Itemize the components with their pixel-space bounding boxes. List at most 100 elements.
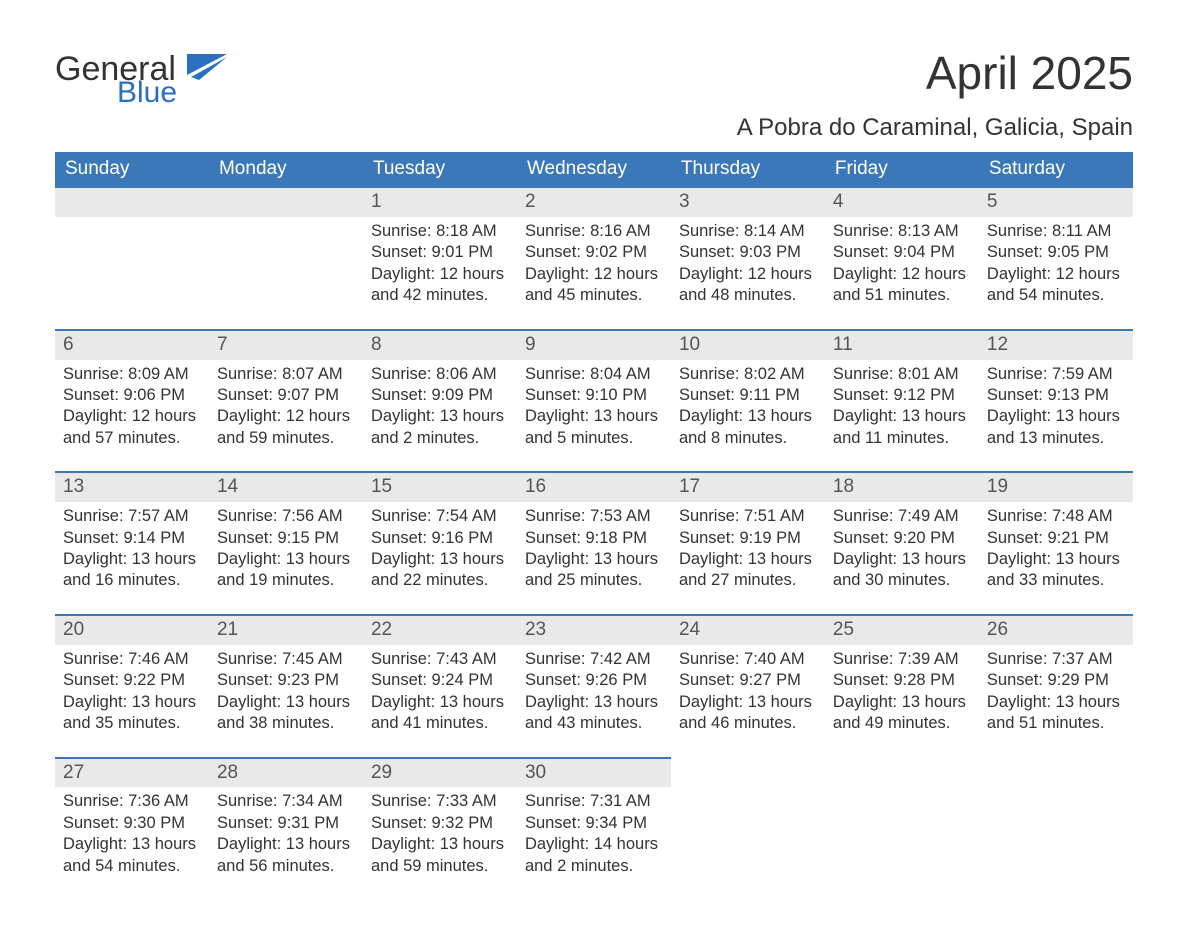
day-number: 20: [55, 616, 209, 645]
sunset-line: Sunset: 9:18 PM: [525, 528, 663, 549]
daylight-line1: Daylight: 13 hours: [987, 692, 1125, 713]
sunrise-line: Sunrise: 7:49 AM: [833, 506, 971, 527]
day-number: 26: [979, 616, 1133, 645]
day-cell: 24: [671, 615, 825, 645]
daylight-line1: Daylight: 13 hours: [679, 549, 817, 570]
day-details: [825, 787, 979, 881]
sunset-line: Sunset: 9:27 PM: [679, 670, 817, 691]
day-details: Sunrise: 7:33 AMSunset: 9:32 PMDaylight:…: [363, 787, 517, 899]
daylight-line1: Daylight: 13 hours: [525, 406, 663, 427]
sunset-line: Sunset: 9:03 PM: [679, 242, 817, 263]
day-details: Sunrise: 8:18 AMSunset: 9:01 PMDaylight:…: [363, 217, 517, 329]
daylight-line2: and 42 minutes.: [371, 285, 509, 306]
day-cell: 25: [825, 615, 979, 645]
day-cell: 6: [55, 330, 209, 360]
day-body-cell: Sunrise: 8:11 AMSunset: 9:05 PMDaylight:…: [979, 217, 1133, 330]
day-number: 2: [517, 188, 671, 217]
daylight-line2: and 59 minutes.: [371, 856, 509, 877]
day-details: Sunrise: 8:06 AMSunset: 9:09 PMDaylight:…: [363, 360, 517, 472]
day-cell: 3: [671, 187, 825, 217]
day-body-cell: Sunrise: 8:04 AMSunset: 9:10 PMDaylight:…: [517, 360, 671, 473]
day-number: 24: [671, 616, 825, 645]
daylight-line1: Daylight: 12 hours: [679, 264, 817, 285]
sunrise-line: Sunrise: 7:46 AM: [63, 649, 201, 670]
daylight-line1: Daylight: 13 hours: [217, 692, 355, 713]
brand-word2: Blue: [117, 79, 289, 106]
daylight-line1: Daylight: 12 hours: [525, 264, 663, 285]
day-details: Sunrise: 7:36 AMSunset: 9:30 PMDaylight:…: [55, 787, 209, 899]
weekday-sunday: Sunday: [55, 152, 209, 187]
sunset-line: Sunset: 9:05 PM: [987, 242, 1125, 263]
day-details: Sunrise: 7:48 AMSunset: 9:21 PMDaylight:…: [979, 502, 1133, 614]
day-number: 16: [517, 473, 671, 502]
day-cell: 23: [517, 615, 671, 645]
sunset-line: Sunset: 9:12 PM: [833, 385, 971, 406]
day-details: Sunrise: 7:37 AMSunset: 9:29 PMDaylight:…: [979, 645, 1133, 757]
day-number: 4: [825, 188, 979, 217]
daylight-line2: and 8 minutes.: [679, 428, 817, 449]
title-block: April 2025 A Pobra do Caraminal, Galicia…: [737, 50, 1133, 148]
weekday-saturday: Saturday: [979, 152, 1133, 187]
day-number: 30: [517, 759, 671, 788]
day-cell: 22: [363, 615, 517, 645]
sunset-line: Sunset: 9:15 PM: [217, 528, 355, 549]
day-details: Sunrise: 7:34 AMSunset: 9:31 PMDaylight:…: [209, 787, 363, 899]
brand-text: General Blue: [55, 50, 227, 112]
day-number: 12: [979, 331, 1133, 360]
day-cell: 1: [363, 187, 517, 217]
month-title: April 2025: [737, 50, 1133, 96]
sunset-line: Sunset: 9:11 PM: [679, 385, 817, 406]
sunrise-line: Sunrise: 7:40 AM: [679, 649, 817, 670]
daylight-line1: Daylight: 13 hours: [371, 692, 509, 713]
sunrise-line: Sunrise: 7:59 AM: [987, 364, 1125, 385]
day-number: 25: [825, 616, 979, 645]
daylight-line2: and 54 minutes.: [63, 856, 201, 877]
daylight-line1: Daylight: 13 hours: [833, 549, 971, 570]
sunrise-line: Sunrise: 8:18 AM: [371, 221, 509, 242]
daylight-line2: and 16 minutes.: [63, 570, 201, 591]
daylight-line2: and 51 minutes.: [833, 285, 971, 306]
daylight-line2: and 48 minutes.: [679, 285, 817, 306]
week-body-row: Sunrise: 7:57 AMSunset: 9:14 PMDaylight:…: [55, 502, 1133, 615]
day-cell: 2: [517, 187, 671, 217]
day-body-cell: Sunrise: 7:39 AMSunset: 9:28 PMDaylight:…: [825, 645, 979, 758]
daylight-line1: Daylight: 13 hours: [679, 692, 817, 713]
day-cell: 8: [363, 330, 517, 360]
daylight-line1: Daylight: 13 hours: [371, 549, 509, 570]
daylight-line2: and 33 minutes.: [987, 570, 1125, 591]
sunset-line: Sunset: 9:16 PM: [371, 528, 509, 549]
day-cell: [671, 758, 825, 788]
day-body-cell: Sunrise: 7:49 AMSunset: 9:20 PMDaylight:…: [825, 502, 979, 615]
day-body-cell: Sunrise: 8:18 AMSunset: 9:01 PMDaylight:…: [363, 217, 517, 330]
daylight-line2: and 35 minutes.: [63, 713, 201, 734]
week-body-row: Sunrise: 7:36 AMSunset: 9:30 PMDaylight:…: [55, 787, 1133, 899]
sunrise-line: Sunrise: 7:33 AM: [371, 791, 509, 812]
day-number: 21: [209, 616, 363, 645]
sunrise-line: Sunrise: 8:01 AM: [833, 364, 971, 385]
daylight-line1: Daylight: 13 hours: [217, 549, 355, 570]
sunrise-line: Sunrise: 7:57 AM: [63, 506, 201, 527]
day-body-cell: [671, 787, 825, 899]
daylight-line2: and 25 minutes.: [525, 570, 663, 591]
sunrise-line: Sunrise: 7:56 AM: [217, 506, 355, 527]
sunrise-line: Sunrise: 7:48 AM: [987, 506, 1125, 527]
day-body-cell: Sunrise: 7:45 AMSunset: 9:23 PMDaylight:…: [209, 645, 363, 758]
sunrise-line: Sunrise: 7:45 AM: [217, 649, 355, 670]
sunrise-line: Sunrise: 7:37 AM: [987, 649, 1125, 670]
day-body-cell: [825, 787, 979, 899]
day-body-cell: Sunrise: 7:51 AMSunset: 9:19 PMDaylight:…: [671, 502, 825, 615]
sunset-line: Sunset: 9:26 PM: [525, 670, 663, 691]
day-cell: [825, 758, 979, 788]
sunrise-line: Sunrise: 8:02 AM: [679, 364, 817, 385]
day-body-cell: Sunrise: 7:53 AMSunset: 9:18 PMDaylight:…: [517, 502, 671, 615]
daylight-line1: Daylight: 13 hours: [833, 692, 971, 713]
daylight-line2: and 2 minutes.: [525, 856, 663, 877]
week-body-row: Sunrise: 7:46 AMSunset: 9:22 PM Daylight:…: [55, 645, 1133, 758]
day-body-cell: Sunrise: 8:02 AMSunset: 9:11 PMDaylight:…: [671, 360, 825, 473]
daylight-line1: Daylight: 12 hours: [987, 264, 1125, 285]
sunset-line: Sunset: 9:22 PM: [63, 670, 201, 691]
day-cell: 28: [209, 758, 363, 788]
sunset-line: Sunset: 9:09 PM: [371, 385, 509, 406]
daylight-line2: and 46 minutes.: [679, 713, 817, 734]
location-subtitle: A Pobra do Caraminal, Galicia, Spain: [737, 114, 1133, 142]
